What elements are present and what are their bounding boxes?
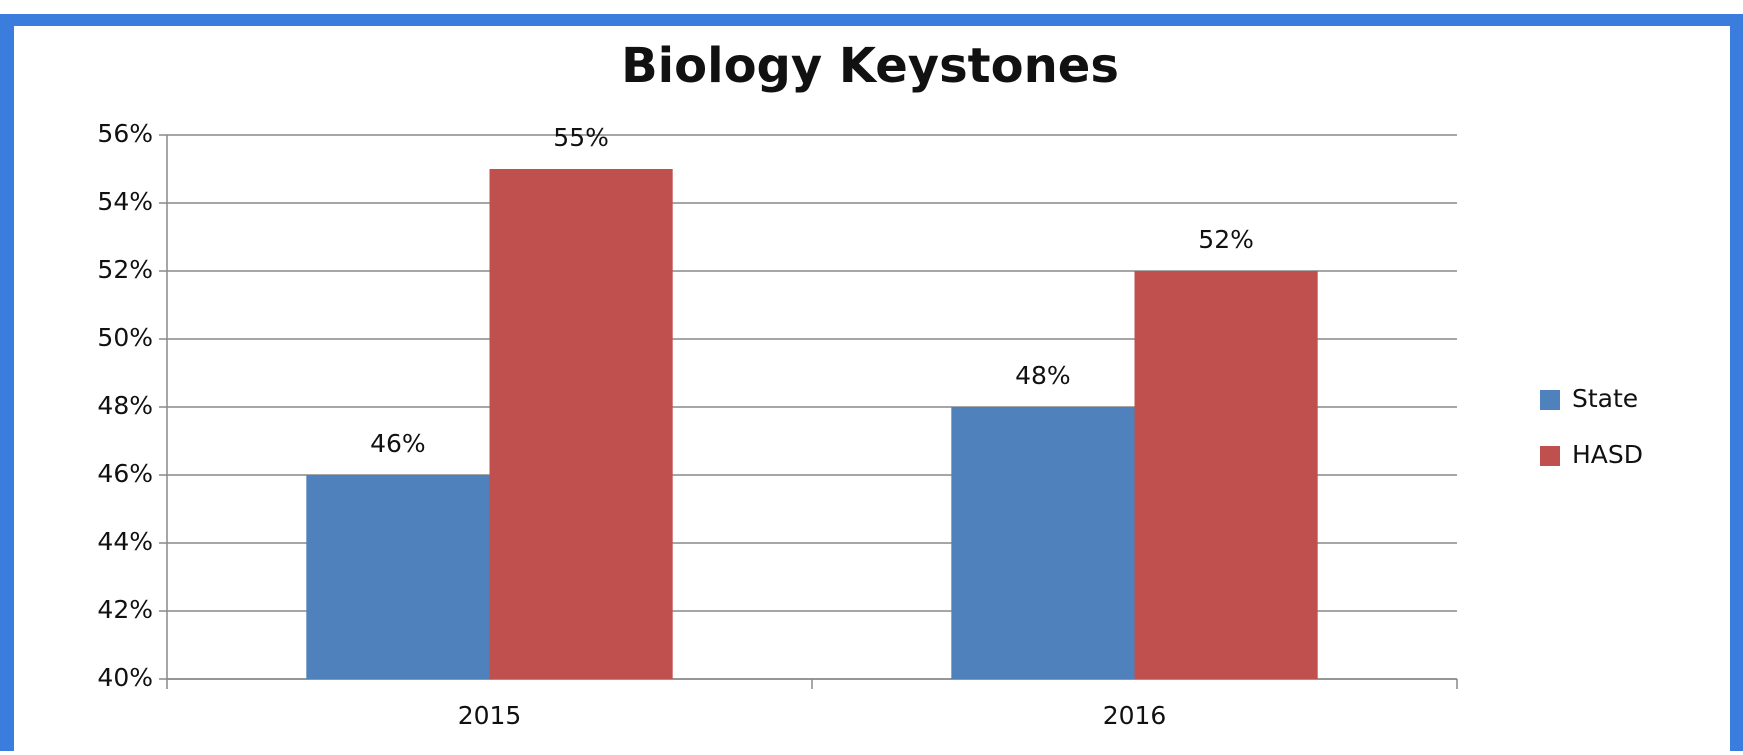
y-tick-label: 52% <box>97 255 153 284</box>
bar <box>1134 271 1318 679</box>
y-tick-label: 42% <box>97 595 153 624</box>
x-tick-label: 2015 <box>458 701 522 730</box>
legend-swatch <box>1540 446 1560 466</box>
x-tick-label: 2016 <box>1103 701 1167 730</box>
value-label: 48% <box>1015 361 1071 390</box>
bar <box>951 407 1135 679</box>
y-tick-label: 44% <box>97 527 153 556</box>
value-label: 52% <box>1198 225 1254 254</box>
top-strip <box>0 0 1743 14</box>
bar <box>306 475 490 679</box>
y-tick-label: 40% <box>97 663 153 692</box>
y-tick-label: 48% <box>97 391 153 420</box>
y-tick-label: 46% <box>97 459 153 488</box>
y-tick-label: 50% <box>97 323 153 352</box>
legend-swatch <box>1540 390 1560 410</box>
y-tick-label: 54% <box>97 187 153 216</box>
chart-title: Biology Keystones <box>621 38 1119 94</box>
value-label: 46% <box>370 429 426 458</box>
legend-label: State <box>1572 384 1638 413</box>
value-label: 55% <box>553 123 609 152</box>
legend-label: HASD <box>1572 440 1643 469</box>
bar <box>489 169 673 679</box>
y-tick-label: 56% <box>97 119 153 148</box>
chart-area <box>14 26 1730 751</box>
